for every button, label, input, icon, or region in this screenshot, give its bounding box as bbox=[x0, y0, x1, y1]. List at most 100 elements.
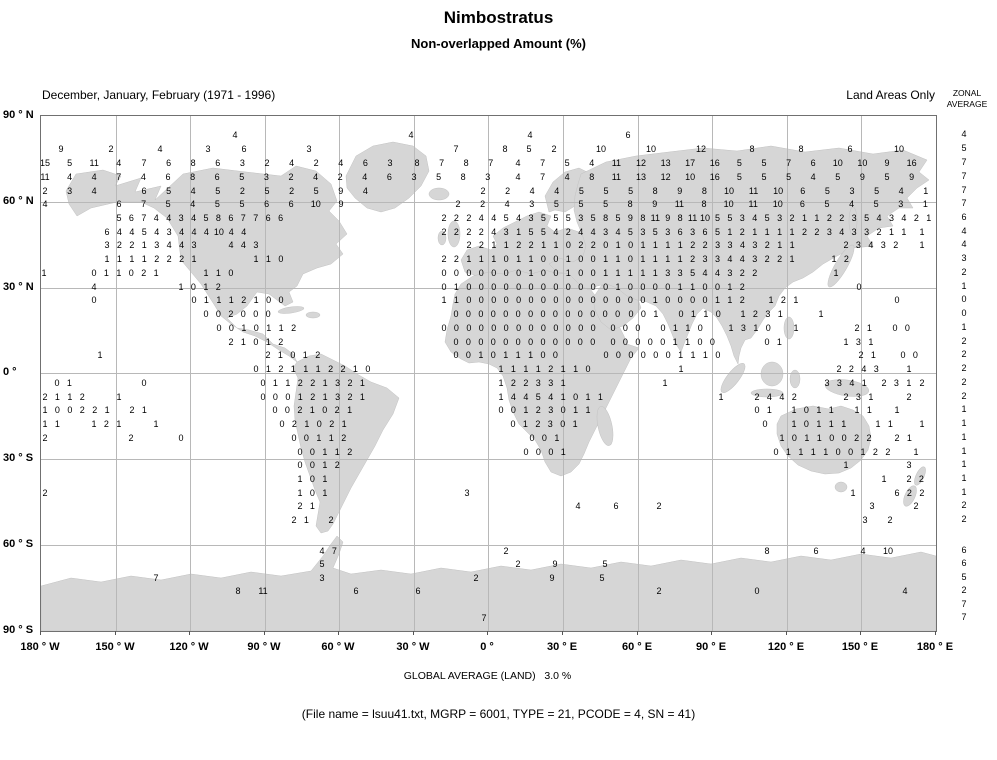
map-value: 1 bbox=[528, 350, 534, 360]
map-value: 5 bbox=[603, 186, 609, 196]
map-value: 1 bbox=[359, 392, 365, 402]
map-value: 1 bbox=[868, 392, 874, 402]
map-value: 0 bbox=[590, 323, 596, 333]
map-value: 0 bbox=[272, 405, 278, 415]
map-value: 3 bbox=[765, 309, 771, 319]
map-value: 1 bbox=[823, 447, 829, 457]
map-value: 5 bbox=[736, 158, 742, 168]
map-value: 1 bbox=[498, 392, 504, 402]
map-value: 4 bbox=[319, 546, 325, 556]
map-value: 0 bbox=[628, 240, 634, 250]
map-value: 1 bbox=[901, 227, 907, 237]
map-value: 2 bbox=[228, 309, 234, 319]
map-value: 10 bbox=[723, 186, 735, 196]
map-value: 2 bbox=[340, 364, 346, 374]
map-value: 2 bbox=[913, 501, 919, 511]
map-value: 3 bbox=[603, 227, 609, 237]
map-value: 2 bbox=[848, 364, 854, 374]
map-value: 0 bbox=[573, 392, 579, 402]
map-value: 4 bbox=[876, 213, 882, 223]
map-value: 4 bbox=[232, 130, 238, 140]
zonal-average-value: 7 bbox=[961, 185, 967, 195]
map-value: 0 bbox=[516, 323, 522, 333]
map-value: 3 bbox=[888, 213, 894, 223]
map-value: 4 bbox=[153, 213, 159, 223]
map-value: 1 bbox=[881, 474, 887, 484]
map-value: 5 bbox=[540, 213, 546, 223]
map-value: 0 bbox=[610, 323, 616, 333]
map-value: 2 bbox=[523, 378, 529, 388]
map-value: 4 bbox=[42, 199, 48, 209]
lat-axis-label: 30 ° S bbox=[3, 452, 34, 464]
map-value: 0 bbox=[284, 405, 290, 415]
map-value: 5 bbox=[319, 559, 325, 569]
map-value: 11 bbox=[687, 213, 698, 223]
map-value: 4 bbox=[861, 364, 867, 374]
map-value: 0 bbox=[848, 447, 854, 457]
map-value: 1 bbox=[603, 254, 609, 264]
map-value: 0 bbox=[441, 268, 447, 278]
map-value: 0 bbox=[260, 392, 266, 402]
map-value: 0 bbox=[528, 337, 534, 347]
map-value: 0 bbox=[615, 295, 621, 305]
map-value: 1 bbox=[272, 378, 278, 388]
map-value: 6 bbox=[165, 172, 171, 182]
map-value: 1 bbox=[685, 323, 691, 333]
map-value: 5 bbox=[824, 199, 830, 209]
lat-axis-label: 90 ° S bbox=[3, 624, 34, 636]
map-value: 10 bbox=[773, 186, 784, 196]
map-value: 4 bbox=[752, 213, 758, 223]
map-value: 0 bbox=[615, 350, 621, 360]
map-value: 3 bbox=[178, 213, 184, 223]
map-value: 2 bbox=[780, 295, 786, 305]
map-value: 5 bbox=[690, 268, 696, 278]
island-hispaniola bbox=[305, 311, 321, 319]
map-value: 8 bbox=[652, 186, 658, 196]
map-value: 1 bbox=[887, 419, 893, 429]
map-value: 0 bbox=[578, 268, 584, 278]
map-value: 1 bbox=[215, 268, 221, 278]
map-value: 3 bbox=[862, 515, 868, 525]
zonal-average-value: 7 bbox=[961, 599, 967, 609]
zonal-average-value: 5 bbox=[961, 572, 967, 582]
map-value: 2 bbox=[92, 405, 98, 415]
map-value: 0 bbox=[491, 282, 497, 292]
island-japan bbox=[827, 244, 855, 288]
map-value: 0 bbox=[510, 405, 516, 415]
map-value: 1 bbox=[677, 240, 683, 250]
map-value: 1 bbox=[740, 309, 746, 319]
map-value: 1 bbox=[265, 337, 271, 347]
map-value: 4 bbox=[515, 158, 521, 168]
map-value: 0 bbox=[647, 337, 653, 347]
map-value: 2 bbox=[764, 254, 770, 264]
map-value: 0 bbox=[253, 364, 259, 374]
map-value: 0 bbox=[278, 254, 284, 264]
map-value: 1 bbox=[702, 350, 708, 360]
map-value: 2 bbox=[656, 501, 662, 511]
map-value: 3 bbox=[528, 213, 534, 223]
map-value: 4 bbox=[810, 172, 816, 182]
map-value: 2 bbox=[141, 268, 147, 278]
map-value: 0 bbox=[803, 405, 809, 415]
map-value: 3 bbox=[752, 240, 758, 250]
map-value: 1 bbox=[690, 309, 696, 319]
map-value: 2 bbox=[297, 501, 303, 511]
map-value: 2 bbox=[690, 240, 696, 250]
map-value: 0 bbox=[309, 488, 315, 498]
plot-area: 4 4 4 6 9 2 4 3 6 3 7 8 5 2 10 10 12 8 8 6 10 15 5 11 4 7 6 8 6 3 2 4 2 4… bbox=[40, 115, 937, 632]
map-value: 0 bbox=[441, 282, 447, 292]
map-value: 1 bbox=[764, 227, 770, 237]
map-value: 0 bbox=[841, 433, 847, 443]
map-value: 1 bbox=[297, 392, 303, 402]
grid-line-horizontal bbox=[41, 202, 936, 203]
map-value: 1 bbox=[690, 282, 696, 292]
map-value: 1 bbox=[685, 337, 691, 347]
map-value: 0 bbox=[503, 282, 509, 292]
map-value: 0 bbox=[529, 433, 535, 443]
map-value: 1 bbox=[560, 378, 566, 388]
map-value: 0 bbox=[253, 323, 259, 333]
map-value: 1 bbox=[714, 295, 720, 305]
map-value: 2 bbox=[79, 405, 85, 415]
map-value: 1 bbox=[322, 460, 328, 470]
map-value: 2 bbox=[894, 433, 900, 443]
